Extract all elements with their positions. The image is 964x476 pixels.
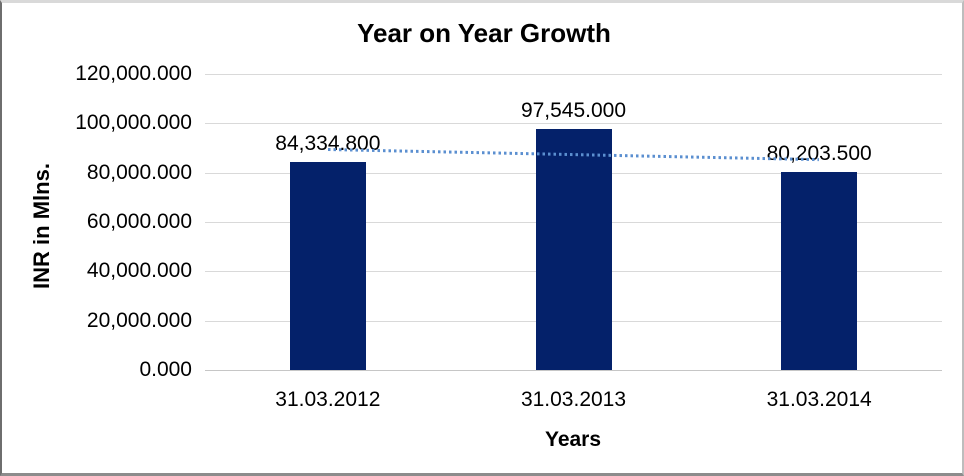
x-tick-label: 31.03.2014 xyxy=(766,388,872,411)
y-tick-label: 20,000.000 xyxy=(86,308,192,332)
bar-value-label: 80,203.500 xyxy=(766,142,872,166)
bar xyxy=(289,161,366,370)
y-tick-label: 120,000.000 xyxy=(75,62,192,85)
y-tick-label: 40,000.000 xyxy=(86,259,192,283)
bar-value-label: 97,545.000 xyxy=(520,99,627,123)
y-tick-label: 80,000.000 xyxy=(86,160,192,184)
y-tick-label: 100,000.000 xyxy=(75,111,192,135)
gridline xyxy=(205,370,942,371)
gridline xyxy=(205,123,942,125)
gridline xyxy=(205,74,942,75)
bar xyxy=(535,129,612,370)
x-tick-label: 31.03.2012 xyxy=(275,388,381,411)
chart-title: Year on Year Growth xyxy=(357,18,611,48)
bar-value-label: 84,334.800 xyxy=(275,131,381,155)
bar xyxy=(781,172,858,370)
y-tick-label: 60,000.000 xyxy=(86,210,192,233)
x-axis-title: Years xyxy=(544,428,602,451)
x-tick-label: 31.03.2013 xyxy=(520,388,627,411)
y-tick-label: 0.000 xyxy=(139,358,192,381)
